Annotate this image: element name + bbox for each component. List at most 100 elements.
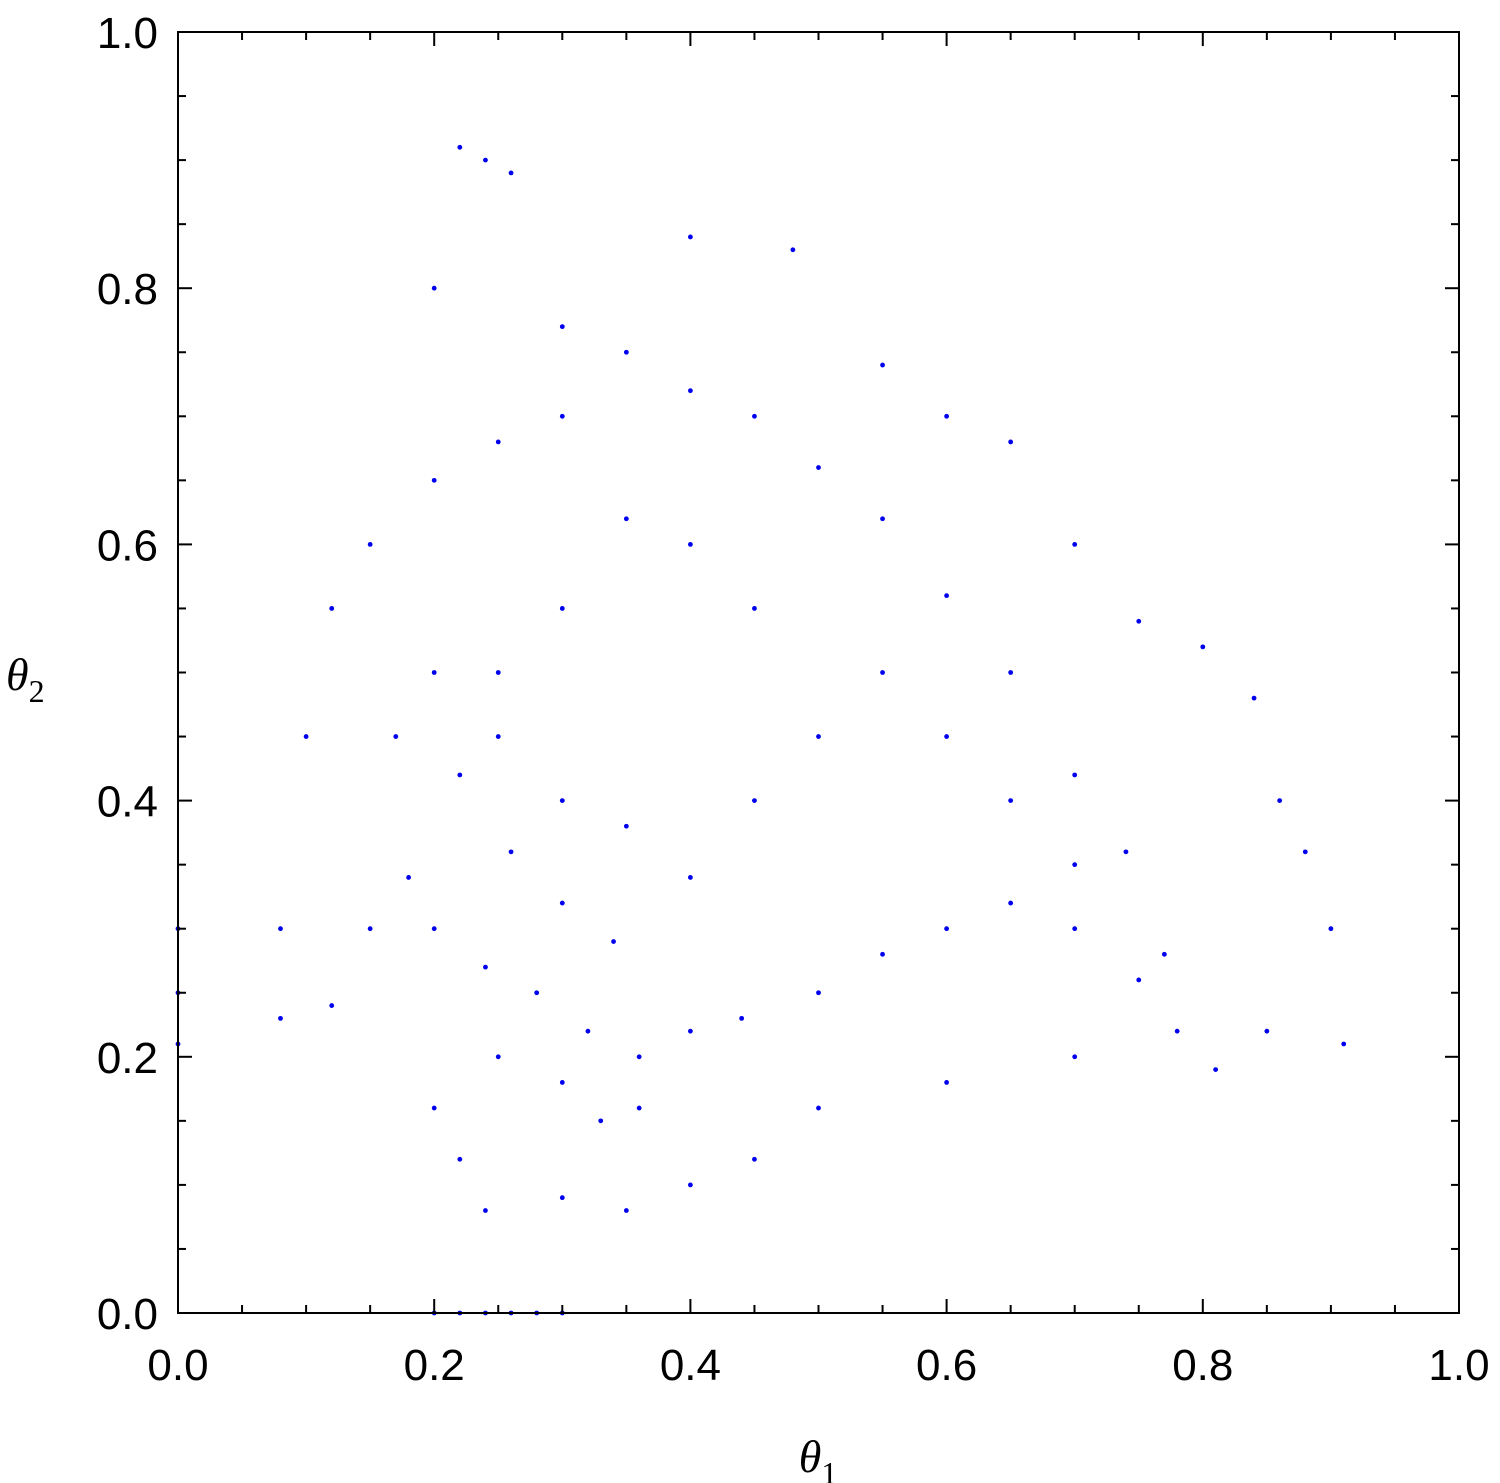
y-tick-label: 0.6 bbox=[97, 521, 158, 570]
data-point bbox=[457, 1156, 463, 1162]
data-point bbox=[406, 875, 411, 880]
y-tick-label: 0.8 bbox=[97, 265, 158, 314]
data-point bbox=[508, 170, 514, 176]
data-point bbox=[431, 1105, 437, 1111]
y-tick-label: 0.0 bbox=[97, 1290, 158, 1339]
x-tick-label: 0.8 bbox=[1172, 1341, 1233, 1390]
data-point bbox=[1123, 849, 1129, 855]
data-point bbox=[431, 285, 437, 291]
data-point bbox=[752, 1156, 757, 1162]
data-point bbox=[739, 1015, 745, 1021]
data-point bbox=[329, 606, 335, 611]
data-point bbox=[880, 516, 885, 522]
data-point bbox=[278, 926, 283, 932]
data-point bbox=[1008, 798, 1014, 803]
data-point bbox=[790, 247, 796, 253]
data-point bbox=[1008, 900, 1014, 906]
data-point bbox=[1072, 926, 1078, 932]
x-tick-label: 0.2 bbox=[404, 1341, 465, 1390]
data-point bbox=[816, 990, 821, 996]
data-point bbox=[944, 593, 949, 599]
data-point bbox=[483, 964, 488, 970]
data-point bbox=[752, 413, 757, 419]
data-point bbox=[457, 772, 463, 778]
data-point bbox=[880, 670, 885, 675]
data-point bbox=[495, 1054, 501, 1060]
data-point bbox=[303, 734, 309, 739]
data-point bbox=[1072, 862, 1078, 868]
data-point bbox=[278, 1015, 283, 1021]
data-point bbox=[688, 1028, 693, 1034]
data-point bbox=[623, 823, 629, 829]
data-point bbox=[1213, 1067, 1219, 1073]
data-point bbox=[623, 349, 629, 355]
data-point bbox=[688, 1182, 693, 1188]
data-point bbox=[329, 1003, 335, 1008]
data-point bbox=[1174, 1028, 1180, 1034]
data-point bbox=[495, 734, 501, 739]
data-point bbox=[598, 1118, 604, 1124]
data-point bbox=[1008, 439, 1014, 445]
data-point bbox=[752, 798, 757, 803]
data-point bbox=[431, 477, 437, 483]
data-point bbox=[1008, 670, 1014, 675]
data-point bbox=[559, 606, 565, 611]
data-point bbox=[688, 875, 693, 880]
data-point bbox=[611, 939, 616, 944]
data-point bbox=[559, 798, 565, 803]
data-point bbox=[1251, 695, 1257, 701]
data-points bbox=[175, 144, 1347, 1316]
y-tick-label: 1.0 bbox=[97, 9, 158, 58]
data-point bbox=[457, 144, 463, 150]
data-point bbox=[559, 1195, 565, 1201]
x-tick-label: 0.6 bbox=[916, 1341, 977, 1390]
data-point bbox=[1072, 1054, 1078, 1060]
data-point bbox=[816, 734, 821, 739]
data-point bbox=[1161, 951, 1167, 957]
data-point bbox=[623, 1208, 629, 1213]
data-point bbox=[585, 1028, 591, 1034]
data-point bbox=[1277, 798, 1283, 803]
data-point bbox=[534, 990, 540, 996]
data-point bbox=[1264, 1028, 1270, 1034]
data-point bbox=[559, 413, 565, 419]
data-point bbox=[944, 734, 949, 739]
data-point bbox=[944, 1080, 949, 1085]
data-point bbox=[816, 1105, 821, 1111]
data-point bbox=[495, 439, 501, 445]
data-point bbox=[1136, 977, 1142, 983]
data-point bbox=[1341, 1041, 1347, 1047]
data-point bbox=[1072, 542, 1078, 547]
data-point bbox=[1302, 849, 1308, 855]
data-point bbox=[1328, 926, 1334, 932]
data-point bbox=[1200, 644, 1206, 650]
data-point bbox=[508, 849, 514, 855]
x-axis-label: θ1 bbox=[799, 1431, 838, 1483]
data-point bbox=[431, 670, 437, 675]
data-point bbox=[1072, 772, 1078, 778]
y-tick-label: 0.2 bbox=[97, 1034, 158, 1083]
x-tick-label: 0.0 bbox=[147, 1341, 208, 1390]
data-point bbox=[880, 951, 885, 957]
data-point bbox=[688, 542, 693, 547]
y-axis-label: θ2 bbox=[6, 649, 45, 709]
data-point bbox=[688, 234, 693, 240]
data-point bbox=[880, 362, 885, 368]
data-point bbox=[636, 1105, 642, 1111]
x-tick-label: 1.0 bbox=[1428, 1341, 1489, 1390]
data-point bbox=[431, 926, 437, 932]
data-point bbox=[1136, 618, 1142, 624]
data-point bbox=[752, 606, 757, 611]
data-point bbox=[559, 324, 565, 330]
data-point bbox=[393, 734, 399, 739]
plot-frame bbox=[177, 31, 1460, 1314]
y-tick-label: 0.4 bbox=[97, 778, 158, 827]
axis-ticks bbox=[177, 31, 1460, 1314]
data-point bbox=[559, 900, 565, 906]
data-point bbox=[816, 465, 821, 470]
data-point bbox=[367, 926, 373, 932]
data-point bbox=[483, 1208, 488, 1213]
data-point bbox=[688, 388, 693, 394]
data-point bbox=[944, 926, 949, 932]
